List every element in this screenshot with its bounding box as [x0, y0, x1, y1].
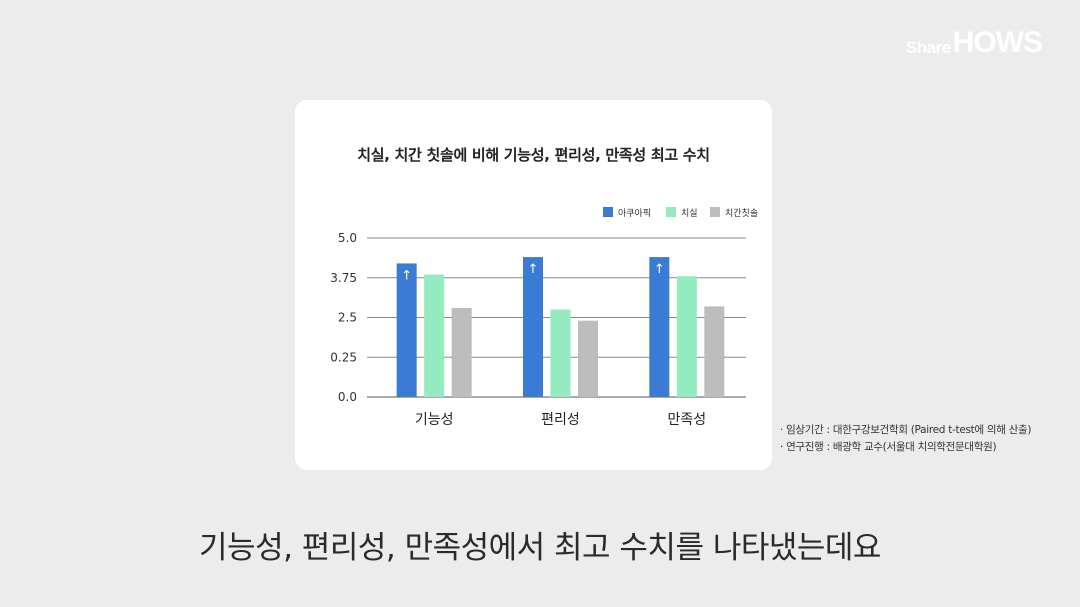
- logo-hows: HOWS: [952, 26, 1043, 59]
- up-arrow-icon: ↑: [401, 268, 412, 283]
- y-tick-label: 0.0: [338, 390, 357, 404]
- legend-label: 치실: [681, 207, 698, 219]
- up-arrow-icon: ↑: [654, 262, 665, 277]
- legend-label: 치간칫솔: [725, 207, 758, 219]
- x-category-label: 만족성: [668, 412, 707, 428]
- sharehows-logo: Share HOWS: [905, 26, 1043, 59]
- chart-title: 치실, 치간 칫솔에 비해 기능성, 편리성, 만족성 최고 수치: [357, 146, 710, 164]
- bar: [704, 306, 725, 397]
- y-tick-label: 5.0: [338, 231, 357, 245]
- chart-card: 치실, 치간 칫솔에 비해 기능성, 편리성, 만족성 최고 수치 5.0 3.7…: [295, 100, 772, 470]
- note-period: · 임상기간 : 대한구강보건학회 (Paired t-test에 의해 산출): [780, 424, 1032, 436]
- x-category-label: 편리성: [541, 412, 580, 428]
- y-tick-label: 3.75: [330, 271, 357, 285]
- bar-chart: 5.0 3.75 2.5 0.25 0.0 ↑ 기능성 ↑ 편리성 ↑ 만족성 아쿠아픽 치실 치간칫솔: [330, 207, 758, 428]
- legend-swatch: [666, 207, 676, 217]
- logo-share: Share: [905, 38, 951, 57]
- x-category-label: 기능성: [415, 412, 454, 428]
- study-notes: · 임상기간 : 대한구강보건학회 (Paired t-test에 의해 산출)…: [780, 422, 1031, 456]
- bar: [550, 309, 571, 397]
- note-researcher: · 연구진행 : 배광학 교수(서울대 치의학전문대학원): [780, 441, 997, 453]
- bar: [523, 257, 543, 397]
- subtitle-caption: 기능성, 편리성, 만족성에서 최고 수치를 나타냈는데요: [199, 530, 881, 566]
- legend-label: 아쿠아픽: [618, 208, 651, 219]
- legend-swatch: [603, 207, 613, 217]
- bar: [578, 320, 598, 397]
- y-tick-label: 2.5: [338, 311, 357, 325]
- bar: [649, 257, 670, 397]
- bar: [451, 307, 472, 397]
- legend-swatch: [710, 207, 720, 217]
- bar: [676, 276, 697, 397]
- up-arrow-icon: ↑: [528, 262, 539, 277]
- bar: [424, 274, 445, 397]
- bar: [396, 263, 417, 397]
- y-tick-label: 0.25: [330, 350, 357, 364]
